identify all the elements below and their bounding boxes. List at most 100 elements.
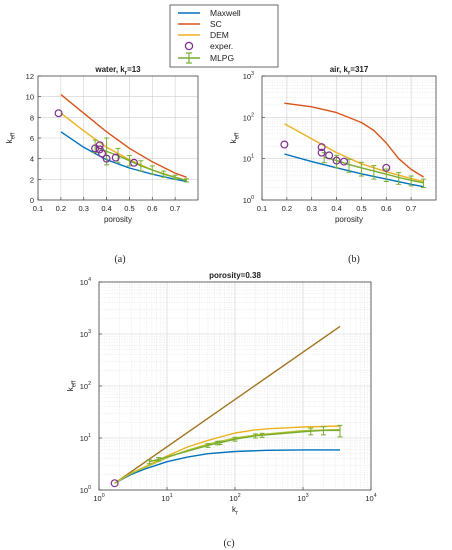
y-tick-label: 100 bbox=[80, 485, 91, 495]
error-bar bbox=[259, 432, 265, 438]
legend-label: SC bbox=[210, 19, 222, 29]
y-tick-label: 10 bbox=[26, 93, 34, 102]
error-bar bbox=[92, 139, 98, 153]
x-tick-label: 103 bbox=[297, 493, 308, 503]
data-point bbox=[95, 141, 104, 150]
caption-a: (a) bbox=[114, 254, 125, 265]
y-tick-label: 104 bbox=[80, 277, 91, 287]
series-line-sc bbox=[60, 94, 187, 178]
ticks: 100 101 102 103 104 100 101 102 103 104 bbox=[80, 277, 377, 503]
error-bar bbox=[320, 426, 326, 436]
data-point bbox=[95, 145, 104, 154]
error-bar bbox=[308, 427, 314, 436]
x-tick-label: 0.6 bbox=[381, 204, 391, 213]
error-bar bbox=[346, 158, 352, 173]
legend-label: Maxwell bbox=[210, 8, 241, 18]
y-tick-label: 102 bbox=[80, 381, 91, 391]
chart-title: air, kr=317 bbox=[330, 65, 369, 76]
series-group bbox=[110, 325, 343, 488]
x-tick-label: 0.7 bbox=[170, 204, 180, 213]
x-axis-label: kr bbox=[232, 505, 238, 516]
data-point bbox=[317, 148, 326, 157]
error-bar bbox=[408, 175, 414, 187]
x-axis-label: porosity bbox=[335, 215, 363, 224]
chart-b: 0.1 0.2 0.3 0.4 0.5 0.6 0.7 100 101 102 103 air, kr… bbox=[229, 65, 437, 224]
x-tick-label: 0.5 bbox=[124, 204, 134, 213]
error-bar bbox=[396, 172, 402, 185]
y-tick-label: 103 bbox=[80, 329, 91, 339]
plot-area bbox=[262, 76, 436, 200]
series-group bbox=[280, 102, 427, 189]
error-bar bbox=[358, 161, 364, 177]
y-tick-label: 8 bbox=[30, 113, 34, 122]
axes-box bbox=[261, 75, 437, 201]
series-line-unlabeled bbox=[114, 428, 341, 484]
error-bar bbox=[371, 165, 377, 180]
legend-entry-exper: exper. bbox=[184, 41, 233, 51]
error-bar bbox=[184, 178, 190, 183]
error-bar bbox=[161, 170, 167, 178]
ticks: 0.1 0.2 0.3 0.4 0.5 0.6 0.7 100 101 102 103 bbox=[243, 71, 417, 213]
y-tick-label: 0 bbox=[30, 196, 34, 205]
x-tick-label: 102 bbox=[229, 493, 240, 503]
error-bar bbox=[138, 160, 144, 172]
y-tick-label: 102 bbox=[243, 112, 254, 122]
data-point bbox=[111, 153, 120, 162]
error-bar bbox=[104, 137, 110, 166]
x-tick-label: 0.3 bbox=[78, 204, 88, 213]
error-bar bbox=[156, 457, 162, 462]
caption-b: (b) bbox=[348, 254, 360, 265]
x-tick-label: 0.1 bbox=[257, 204, 267, 213]
y-tick-label: 103 bbox=[243, 71, 254, 81]
y-axis-label: keff bbox=[229, 132, 240, 143]
series-line-maxwell bbox=[114, 449, 340, 484]
chart-a: 0.1 0.2 0.3 0.4 0.5 0.6 0.7 0 2 4 6 8 10 12 water, kr=… bbox=[5, 65, 199, 224]
x-tick-label: 100 bbox=[93, 493, 104, 503]
data-point bbox=[325, 151, 334, 160]
x-tick-label: 101 bbox=[161, 493, 172, 503]
error-bar bbox=[149, 165, 155, 175]
data-point bbox=[130, 158, 139, 167]
y-tick-label: 4 bbox=[30, 155, 34, 164]
chart-c: 100 101 102 103 104 100 101 102 103 104 porosity=0… bbox=[66, 271, 377, 516]
y-axis-label: keff bbox=[66, 380, 77, 391]
x-tick-label: 0.1 bbox=[33, 204, 43, 213]
ticks: 0.1 0.2 0.3 0.4 0.5 0.6 0.7 0 2 4 6 8 10 12 bbox=[26, 72, 181, 213]
error-bar bbox=[126, 155, 132, 167]
error-bar bbox=[205, 443, 211, 448]
data-point bbox=[332, 156, 341, 165]
error-bar bbox=[232, 436, 238, 442]
y-tick-label: 2 bbox=[30, 175, 34, 184]
y-tick-label: 101 bbox=[80, 433, 91, 443]
data-point bbox=[280, 140, 289, 149]
x-axis-label: porosity bbox=[104, 215, 132, 224]
legend: Maxwell SC DEM exper. MLPG bbox=[169, 4, 279, 68]
y-tick-label: 100 bbox=[243, 195, 254, 205]
chart-title: porosity=0.38 bbox=[209, 271, 261, 280]
error-bar bbox=[217, 440, 223, 445]
legend-label: DEM bbox=[210, 30, 229, 40]
legend-entry-mlpg: MLPG bbox=[178, 52, 234, 64]
x-tick-label: 0.2 bbox=[282, 204, 292, 213]
caption-c: (c) bbox=[223, 538, 234, 549]
data-point bbox=[54, 109, 63, 118]
data-point bbox=[102, 154, 111, 163]
x-tick-label: 0.7 bbox=[406, 204, 416, 213]
y-axis-label: keff bbox=[5, 132, 16, 143]
legend-label: exper. bbox=[210, 41, 233, 51]
error-bar bbox=[146, 459, 152, 465]
error-bar bbox=[172, 174, 178, 180]
series-line-sc bbox=[284, 102, 424, 178]
series-line-unlabeled bbox=[114, 325, 341, 484]
error-bar bbox=[337, 424, 343, 438]
data-point bbox=[340, 157, 349, 166]
error-bar bbox=[421, 178, 427, 189]
x-tick-label: 0.4 bbox=[101, 204, 111, 213]
data-point bbox=[317, 143, 326, 152]
y-tick-label: 101 bbox=[243, 154, 254, 164]
x-tick-label: 0.2 bbox=[56, 204, 66, 213]
x-tick-label: 104 bbox=[365, 493, 376, 503]
chart-title: water, kr=13 bbox=[94, 65, 141, 76]
x-tick-label: 0.3 bbox=[306, 204, 316, 213]
